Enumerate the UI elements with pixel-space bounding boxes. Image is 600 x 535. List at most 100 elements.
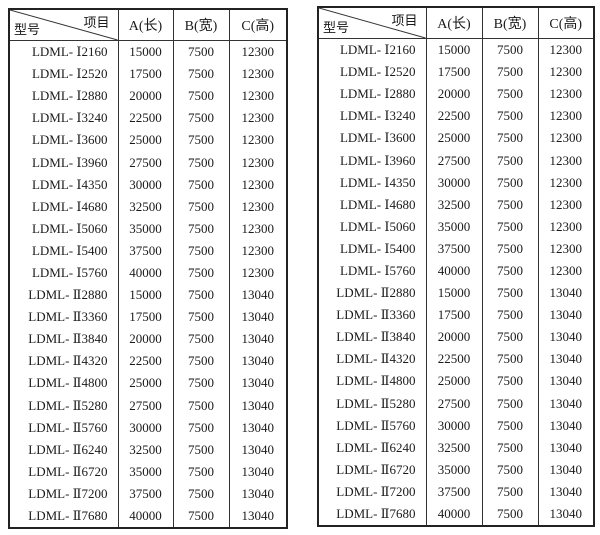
cell-length-a: 37500	[117, 239, 174, 262]
cell-height-c: 13040	[537, 392, 595, 415]
cell-width-b: 7500	[481, 436, 539, 459]
cell-width-b: 7500	[172, 217, 230, 240]
cell-model: LDML- Ⅰ3600	[317, 127, 427, 150]
cell-height-c: 13040	[228, 504, 288, 529]
cell-width-b: 7500	[481, 414, 539, 437]
cell-length-a: 35000	[425, 458, 483, 481]
cell-width-b: 7500	[481, 348, 539, 371]
table-row: LDML- Ⅰ3240 22500 7500 12300	[8, 107, 288, 130]
table-row: LDML- Ⅱ6720 35000 7500 13040	[8, 460, 288, 483]
cell-height-c: 12300	[537, 105, 595, 128]
cell-model: LDML- Ⅰ2160	[8, 40, 119, 64]
header-model: 型号	[323, 20, 350, 35]
cell-height-c: 12300	[228, 217, 288, 240]
cell-width-b: 7500	[481, 480, 539, 503]
cell-width-b: 7500	[481, 326, 539, 349]
cell-model: LDML- Ⅰ5400	[8, 239, 119, 262]
cell-model: LDML- Ⅰ5760	[317, 259, 427, 283]
cell-model: LDML- Ⅱ3840	[317, 326, 427, 349]
cell-height-c: 12300	[537, 215, 595, 238]
table-row: LDML- Ⅰ3600 25000 7500 12300	[8, 129, 288, 152]
cell-height-c: 12300	[228, 173, 288, 196]
cell-length-a: 15000	[425, 38, 483, 62]
cell-height-c: 13040	[228, 438, 288, 461]
cell-length-a: 40000	[117, 504, 174, 529]
cell-model: LDML- Ⅰ5060	[8, 217, 119, 240]
table-row: LDML- Ⅱ6240 32500 7500 13040	[317, 436, 595, 459]
cell-height-c: 12300	[537, 61, 595, 84]
cell-length-a: 27500	[117, 151, 174, 174]
cell-length-a: 17500	[117, 63, 174, 86]
cell-length-a: 35000	[117, 217, 174, 240]
cell-length-a: 25000	[117, 129, 174, 152]
cell-model: LDML- Ⅱ7680	[8, 504, 119, 529]
spec-table-left: 项目 型号 A(长) B(宽) C(高) LDML- Ⅰ2160 15000 750…	[8, 8, 288, 530]
cell-model: LDML- Ⅱ4320	[317, 348, 427, 371]
cell-length-a: 30000	[425, 171, 483, 194]
cell-model: LDML- Ⅱ3360	[8, 306, 119, 329]
cell-length-a: 25000	[117, 372, 174, 395]
table-row: LDML- Ⅱ7680 40000 7500 13040	[317, 502, 595, 527]
cell-height-c: 13040	[228, 372, 288, 395]
cell-model: LDML- Ⅰ3600	[8, 129, 119, 152]
cell-height-c: 13040	[537, 458, 595, 481]
table-row: LDML- Ⅱ3360 17500 7500 13040	[317, 304, 595, 327]
cell-width-b: 7500	[172, 151, 230, 174]
table-row: LDML- Ⅱ3840 20000 7500 13040	[8, 328, 288, 351]
cell-model: LDML- Ⅱ6720	[317, 458, 427, 481]
cell-model: LDML- Ⅱ4320	[8, 350, 119, 373]
table-row: LDML- Ⅱ5760 30000 7500 13040	[317, 414, 595, 437]
cell-width-b: 7500	[172, 482, 230, 505]
cell-model: LDML- Ⅰ5400	[317, 237, 427, 260]
table-row: LDML- Ⅱ4800 25000 7500 13040	[317, 370, 595, 393]
cell-height-c: 12300	[228, 151, 288, 174]
cell-width-b: 7500	[481, 149, 539, 172]
cell-model: LDML- Ⅱ7680	[317, 502, 427, 527]
cell-height-c: 13040	[228, 416, 288, 439]
cell-width-b: 7500	[481, 237, 539, 260]
table-row: LDML- Ⅰ5760 40000 7500 12300	[317, 259, 595, 283]
table-row: LDML- Ⅱ7200 37500 7500 13040	[317, 480, 595, 503]
cell-width-b: 7500	[481, 370, 539, 393]
spec-table-right: 项目 型号 A(长) B(宽) C(高) LDML- Ⅰ2160 15000 750…	[317, 6, 595, 528]
table-row: LDML- Ⅰ3960 27500 7500 12300	[8, 151, 288, 174]
cell-model: LDML- Ⅱ6240	[8, 438, 119, 461]
cell-model: LDML- Ⅰ4350	[317, 171, 427, 194]
table-row: LDML- Ⅰ2520 17500 7500 12300	[317, 61, 595, 84]
cell-height-c: 13040	[537, 348, 595, 371]
cell-model: LDML- Ⅰ3960	[317, 149, 427, 172]
header-a: A(长)	[117, 9, 174, 41]
cell-height-c: 13040	[537, 436, 595, 459]
cell-height-c: 12300	[228, 40, 288, 64]
cell-length-a: 22500	[425, 348, 483, 371]
header-item: 项目	[391, 13, 418, 28]
table-row: LDML- Ⅱ7680 40000 7500 13040	[8, 504, 288, 529]
cell-width-b: 7500	[172, 85, 230, 108]
cell-length-a: 40000	[425, 502, 483, 527]
cell-length-a: 27500	[117, 394, 174, 417]
cell-length-a: 25000	[425, 370, 483, 393]
cell-model: LDML- Ⅱ6720	[8, 460, 119, 483]
cell-width-b: 7500	[172, 328, 230, 351]
table-row: LDML- Ⅰ5060 35000 7500 12300	[317, 215, 595, 238]
cell-width-b: 7500	[172, 129, 230, 152]
cell-height-c: 12300	[537, 171, 595, 194]
cell-length-a: 30000	[117, 416, 174, 439]
cell-height-c: 13040	[537, 480, 595, 503]
cell-width-b: 7500	[481, 392, 539, 415]
table-row: LDML- Ⅰ2520 17500 7500 12300	[8, 63, 288, 86]
cell-width-b: 7500	[172, 284, 230, 307]
cell-width-b: 7500	[172, 173, 230, 196]
cell-length-a: 20000	[117, 328, 174, 351]
cell-model: LDML- Ⅱ5760	[8, 416, 119, 439]
table-row: LDML- Ⅱ2880 15000 7500 13040	[317, 282, 595, 305]
cell-height-c: 12300	[228, 107, 288, 130]
cell-height-c: 13040	[537, 414, 595, 437]
cell-width-b: 7500	[481, 259, 539, 283]
cell-model: LDML- Ⅰ4680	[317, 193, 427, 216]
cell-height-c: 13040	[537, 304, 595, 327]
cell-length-a: 40000	[425, 259, 483, 283]
cell-width-b: 7500	[481, 105, 539, 128]
cell-length-a: 15000	[425, 282, 483, 305]
cell-width-b: 7500	[481, 304, 539, 327]
